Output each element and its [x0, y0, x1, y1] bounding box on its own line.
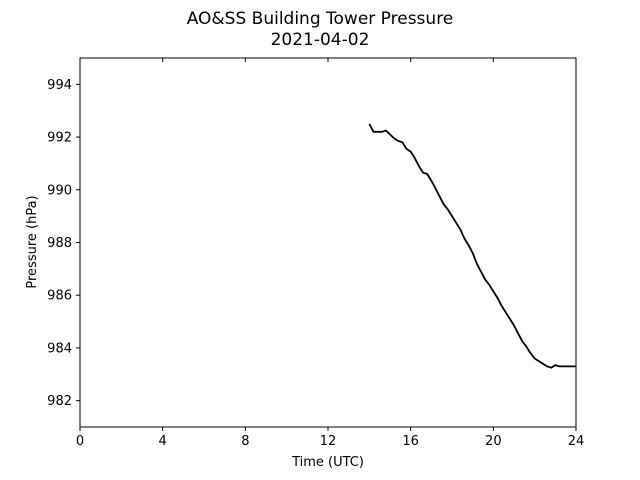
- x-tick-label: 24: [568, 434, 585, 449]
- y-tick-label: 986: [47, 289, 72, 304]
- x-tick-label: 4: [159, 434, 167, 449]
- y-tick-label: 990: [47, 183, 72, 198]
- y-axis-label: Pressure (hPa): [25, 195, 40, 288]
- y-tick-label: 988: [47, 236, 72, 251]
- y-tick-label: 994: [47, 78, 72, 93]
- x-tick-label: 20: [485, 434, 502, 449]
- chart-title: AO&SS Building Tower Pressure: [187, 9, 454, 29]
- x-tick-label: 16: [402, 434, 419, 449]
- chart-subtitle: 2021-04-02: [271, 30, 370, 50]
- plot-frame: [79, 57, 577, 428]
- x-tick-label: 0: [76, 434, 84, 449]
- x-tick-label: 12: [320, 434, 337, 449]
- axis-ticks: 0 4 8 12 16 20 24 982 984 986 988 990 992 994: [47, 58, 584, 449]
- y-tick-label: 992: [47, 131, 72, 146]
- x-axis-label: Time (UTC): [291, 455, 364, 470]
- y-tick-label: 984: [47, 341, 72, 356]
- pressure-series-line: [368, 123, 576, 369]
- y-tick-label: 982: [47, 394, 72, 409]
- x-tick-label: 8: [241, 434, 249, 449]
